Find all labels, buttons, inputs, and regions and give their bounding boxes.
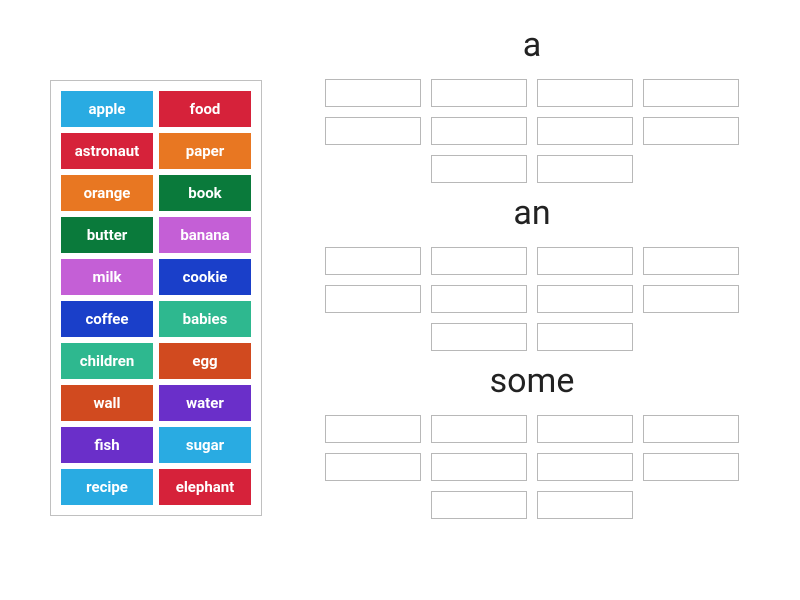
drop-slot[interactable] — [537, 155, 633, 183]
drop-slot[interactable] — [643, 117, 739, 145]
drop-slot[interactable] — [325, 79, 421, 107]
category-group: a — [302, 25, 762, 183]
drop-slot[interactable] — [537, 285, 633, 313]
category-title: a — [523, 25, 542, 65]
word-tile[interactable]: recipe — [61, 469, 153, 505]
word-tile[interactable]: sugar — [159, 427, 251, 463]
drop-slot[interactable] — [431, 79, 527, 107]
drop-slot[interactable] — [431, 491, 527, 519]
drop-slot[interactable] — [537, 491, 633, 519]
drop-slot[interactable] — [431, 285, 527, 313]
drop-slot[interactable] — [643, 415, 739, 443]
drop-slot[interactable] — [325, 247, 421, 275]
word-tile[interactable]: banana — [159, 217, 251, 253]
drop-slot[interactable] — [431, 415, 527, 443]
drop-slot[interactable] — [431, 453, 527, 481]
word-tile[interactable]: fish — [61, 427, 153, 463]
category-group: some — [302, 361, 762, 519]
drop-slots-row — [302, 79, 762, 183]
drop-slot[interactable] — [537, 415, 633, 443]
word-tile[interactable]: food — [159, 91, 251, 127]
drop-slot[interactable] — [537, 247, 633, 275]
word-bank: applefoodastronautpaperorangebookbutterb… — [50, 80, 262, 516]
drop-slot[interactable] — [643, 285, 739, 313]
drop-slot[interactable] — [537, 323, 633, 351]
drop-slot[interactable] — [431, 323, 527, 351]
drop-slots-row — [302, 247, 762, 351]
drop-slot[interactable] — [537, 453, 633, 481]
drop-slot[interactable] — [325, 285, 421, 313]
categories-container: a an some — [302, 25, 782, 570]
word-tile[interactable]: water — [159, 385, 251, 421]
drop-slot[interactable] — [325, 415, 421, 443]
word-tile[interactable]: astronaut — [61, 133, 153, 169]
word-tile[interactable]: orange — [61, 175, 153, 211]
drop-slot[interactable] — [643, 453, 739, 481]
word-tile[interactable]: elephant — [159, 469, 251, 505]
word-tile[interactable]: wall — [61, 385, 153, 421]
drop-slot[interactable] — [643, 79, 739, 107]
drop-slot[interactable] — [537, 79, 633, 107]
drop-slot[interactable] — [643, 247, 739, 275]
word-tile[interactable]: coffee — [61, 301, 153, 337]
drop-slot[interactable] — [431, 247, 527, 275]
drop-slot[interactable] — [431, 155, 527, 183]
drop-slots-row — [302, 415, 762, 519]
word-tile[interactable]: cookie — [159, 259, 251, 295]
category-title: some — [490, 361, 575, 401]
word-tile[interactable]: milk — [61, 259, 153, 295]
drop-slot[interactable] — [537, 117, 633, 145]
word-tile[interactable]: butter — [61, 217, 153, 253]
word-tile[interactable]: babies — [159, 301, 251, 337]
category-group: an — [302, 193, 762, 351]
word-tile[interactable]: book — [159, 175, 251, 211]
drop-slot[interactable] — [431, 117, 527, 145]
word-tile[interactable]: paper — [159, 133, 251, 169]
category-title: an — [513, 193, 550, 233]
word-tile[interactable]: apple — [61, 91, 153, 127]
drop-slot[interactable] — [325, 453, 421, 481]
word-tile[interactable]: egg — [159, 343, 251, 379]
word-tile[interactable]: children — [61, 343, 153, 379]
drop-slot[interactable] — [325, 117, 421, 145]
